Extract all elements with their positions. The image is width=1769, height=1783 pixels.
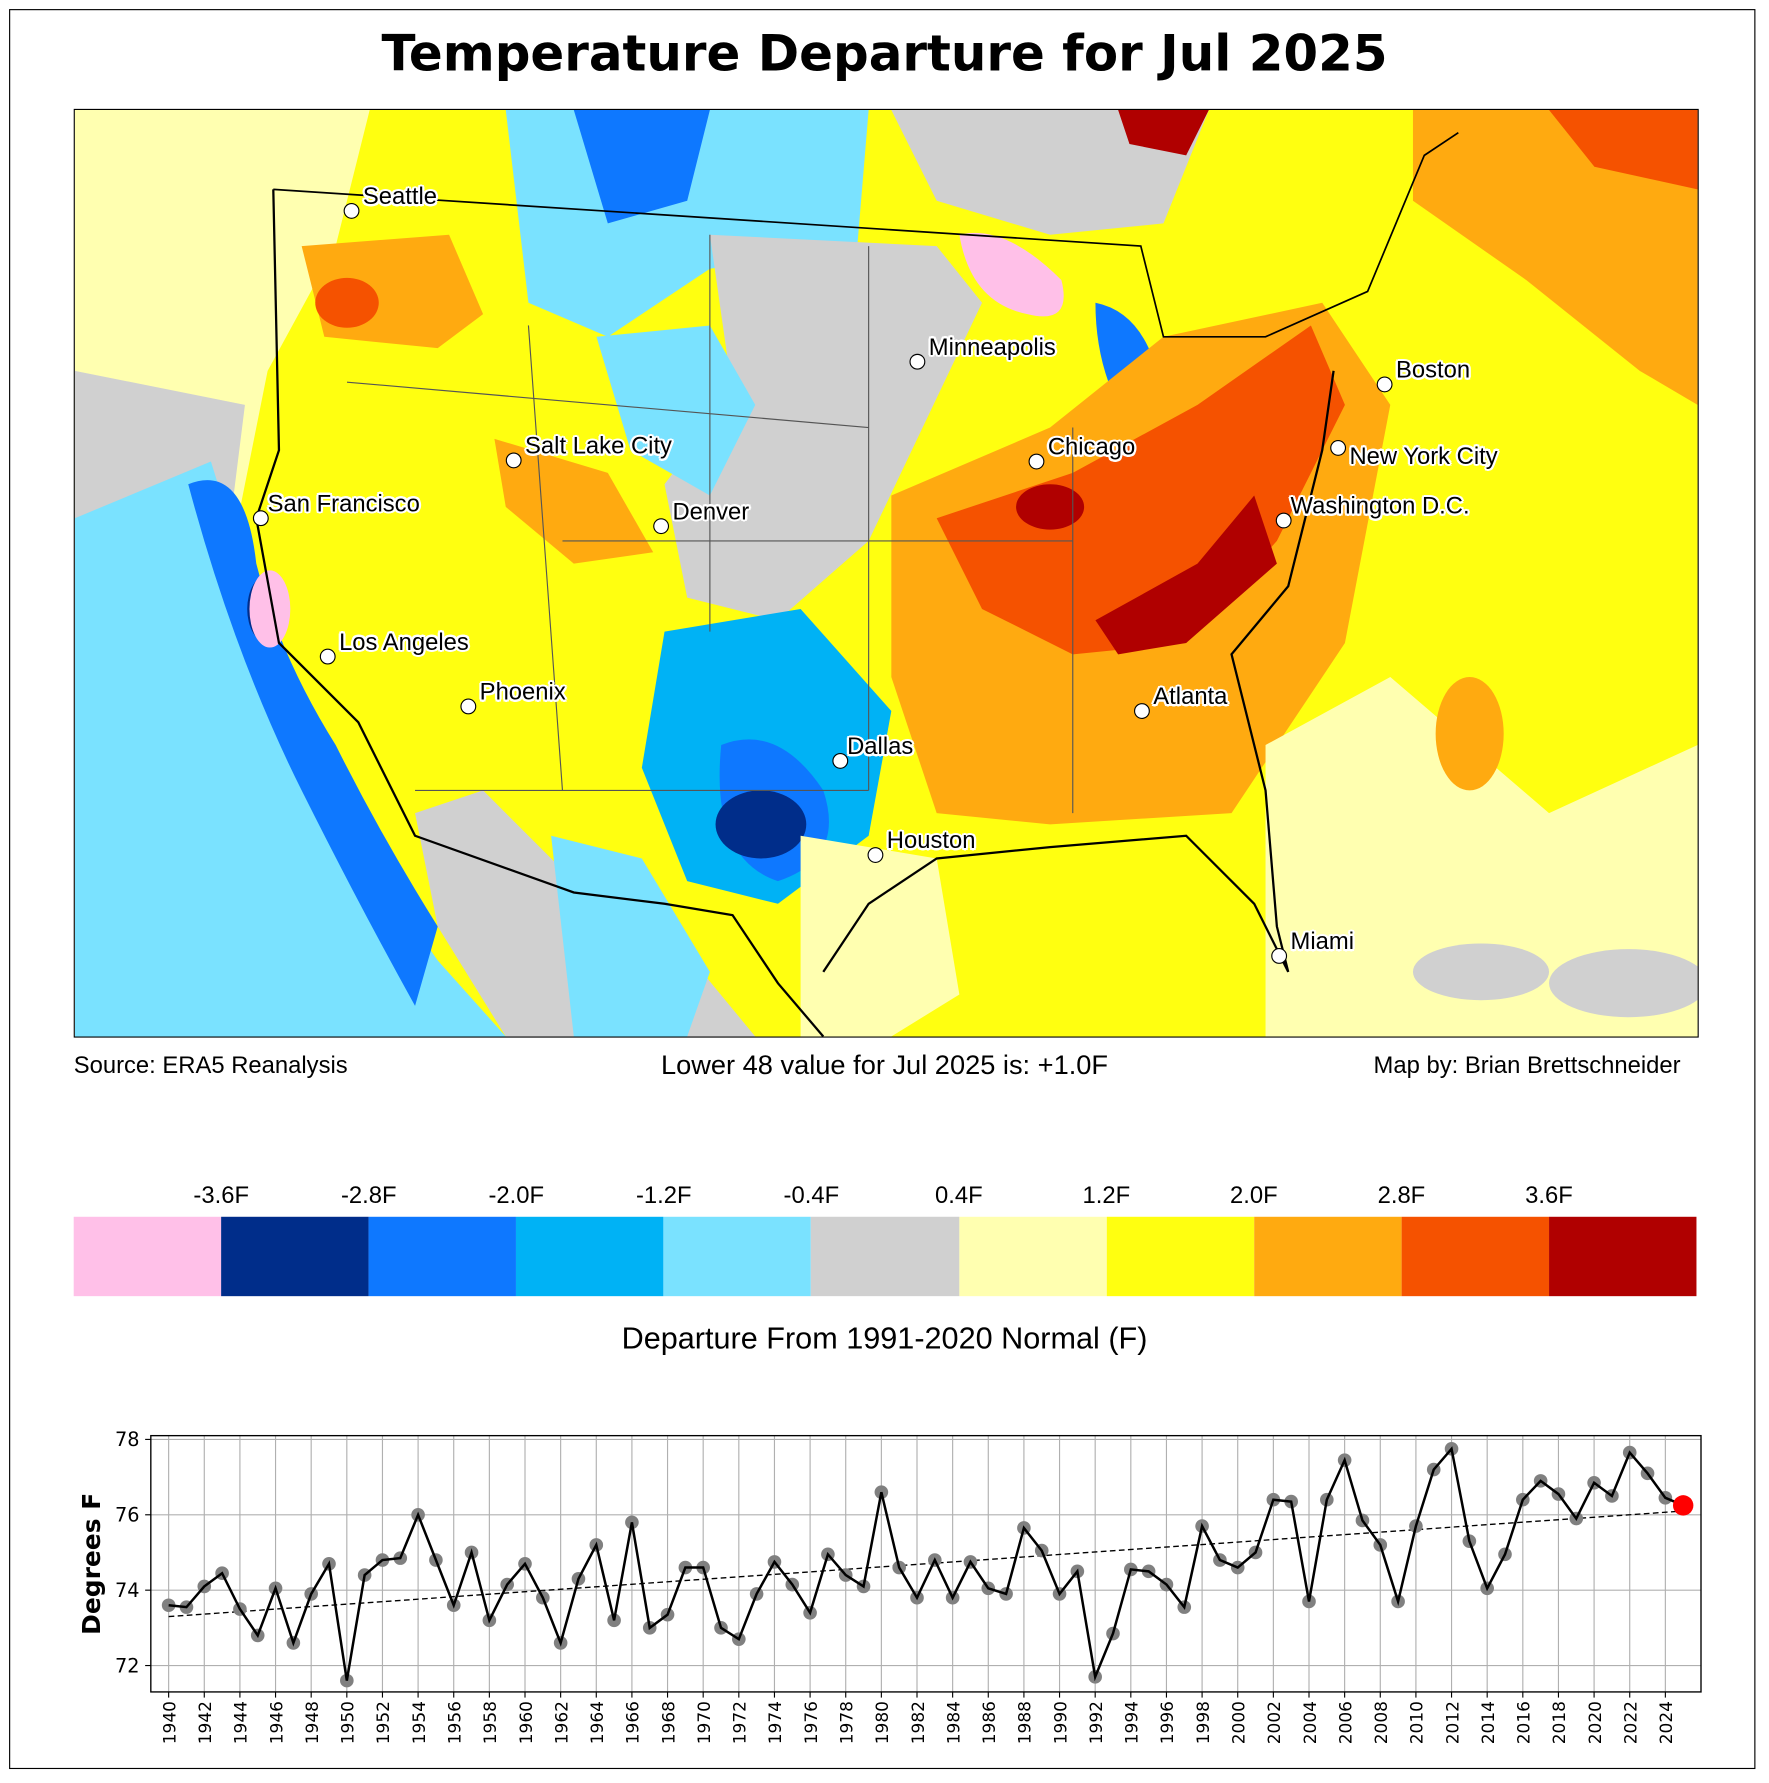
x-tick-label: 1996 — [1158, 1701, 1178, 1744]
credit-text: Map by: Brian Brettschneider — [1373, 1052, 1681, 1079]
colorbar-title: Departure From 1991-2020 Normal (F) — [621, 1321, 1148, 1356]
colorbar-tick-label: -1.2F — [636, 1182, 692, 1209]
x-tick-label: 2020 — [1586, 1701, 1606, 1744]
y-tick-label: 72 — [115, 1654, 140, 1677]
x-tick-label: 1944 — [232, 1701, 252, 1744]
x-tick-label: 1958 — [481, 1701, 501, 1744]
x-tick-label: 2006 — [1336, 1701, 1356, 1744]
plot-frame — [150, 1434, 1702, 1693]
x-tick-label: 1940 — [160, 1701, 180, 1744]
x-tick-label: 1978 — [838, 1701, 858, 1744]
x-tick-label: 1972 — [731, 1701, 751, 1744]
colorbar-bin — [368, 1216, 517, 1297]
colorbar-tick-label: 2.8F — [1377, 1182, 1426, 1209]
colorbar-tick-label: -0.4F — [783, 1182, 840, 1209]
x-tick-label: 2022 — [1622, 1701, 1642, 1744]
x-tick-label: 1986 — [980, 1701, 1000, 1744]
colorbar-bin — [221, 1216, 369, 1297]
x-tick-label: 2010 — [1408, 1701, 1428, 1744]
y-tick-label: 76 — [115, 1504, 140, 1527]
x-tick-label: 1968 — [659, 1701, 679, 1744]
highlight-point — [1672, 1495, 1694, 1516]
trend-line — [168, 1510, 1684, 1618]
colorbar-tick-label: -2.0F — [488, 1182, 545, 1209]
x-tick-label: 1970 — [695, 1701, 715, 1744]
y-axis-label: Degrees F — [77, 1493, 106, 1635]
colorbar — [73, 1216, 1697, 1297]
x-tick-label: 2000 — [1230, 1701, 1250, 1744]
colorbar-tick-label: 0.4F — [935, 1182, 983, 1209]
x-tick-label: 1946 — [267, 1701, 287, 1744]
colorbar-bin — [1548, 1216, 1697, 1297]
colorbar-bin — [73, 1216, 222, 1297]
x-tick-label: 1988 — [1016, 1701, 1036, 1744]
colorbar-bin — [1401, 1216, 1549, 1297]
x-tick-label: 1998 — [1194, 1701, 1214, 1744]
page-title: Temperature Departure for Jul 2025 — [381, 24, 1388, 83]
x-tick-label: 1962 — [552, 1701, 572, 1744]
x-tick-label: 1990 — [1051, 1701, 1071, 1744]
x-tick-label: 1980 — [873, 1701, 893, 1744]
x-tick-label: 1994 — [1123, 1701, 1143, 1744]
x-tick-label: 1952 — [374, 1701, 394, 1744]
x-tick-label: 2014 — [1479, 1701, 1499, 1744]
colorbar-tick-label: 3.6F — [1525, 1182, 1573, 1209]
x-tick-label: 1964 — [588, 1701, 608, 1744]
x-tick-label: 1942 — [196, 1701, 216, 1744]
lower48-summary: Lower 48 value for Jul 2025 is: +1.0F — [660, 1050, 1109, 1081]
x-tick-label: 2002 — [1265, 1701, 1285, 1744]
figure-frame — [9, 9, 1756, 1770]
x-tick-label: 1948 — [303, 1701, 323, 1744]
colorbar-bin — [811, 1216, 959, 1297]
x-tick-label: 2024 — [1657, 1701, 1677, 1744]
colorbar-tick-label: -2.8F — [340, 1182, 397, 1209]
y-tick-label: 78 — [115, 1428, 140, 1451]
x-tick-label: 2012 — [1443, 1701, 1463, 1744]
colorbar-tick-label: -3.6F — [193, 1182, 250, 1209]
x-tick-label: 1950 — [339, 1701, 359, 1744]
colorbar-bin — [516, 1216, 664, 1297]
colorbar-bin — [1253, 1216, 1402, 1297]
x-tick-label: 1992 — [1087, 1701, 1107, 1744]
temperature-map: Seattle Minneapolis Boston Chicago New Y… — [73, 108, 1699, 1038]
colorbar-bin — [1106, 1216, 1254, 1297]
x-tick-label: 2016 — [1515, 1701, 1535, 1744]
colorbar-tick-label: 1.2F — [1082, 1182, 1131, 1209]
x-tick-label: 1984 — [944, 1701, 964, 1744]
x-tick-label: 1956 — [446, 1701, 466, 1744]
x-tick-label: 1976 — [802, 1701, 822, 1744]
x-tick-label: 1954 — [410, 1701, 430, 1744]
series-line — [168, 1446, 1684, 1682]
x-tick-label: 1966 — [624, 1701, 644, 1744]
x-tick-label: 1982 — [909, 1701, 929, 1744]
colorbar-tick-label: 2.0F — [1230, 1182, 1278, 1209]
colorbar-bin — [663, 1216, 812, 1297]
x-tick-label: 2018 — [1550, 1701, 1570, 1744]
x-tick-label: 1960 — [517, 1701, 537, 1744]
x-tick-label: 2004 — [1301, 1701, 1321, 1744]
y-tick-label: 74 — [115, 1579, 140, 1602]
colorbar-bin — [958, 1216, 1107, 1297]
x-tick-label: 2008 — [1372, 1701, 1392, 1744]
x-tick-label: 1974 — [766, 1701, 786, 1744]
source-text: Source: ERA5 Reanalysis — [73, 1052, 348, 1079]
map-shading — [74, 109, 1698, 1037]
